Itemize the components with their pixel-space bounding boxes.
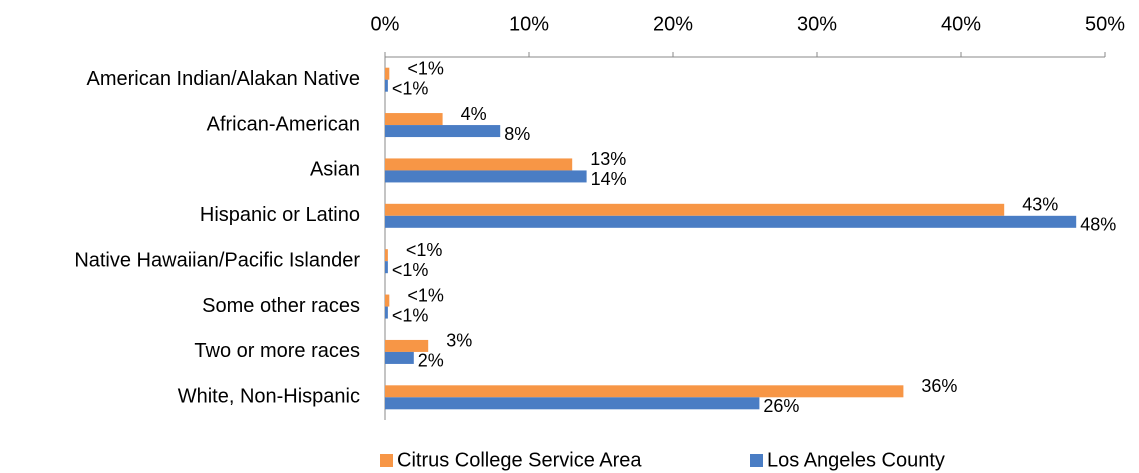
bar bbox=[385, 339, 429, 352]
category-label: Some other races bbox=[202, 295, 360, 317]
x-tick-label: 40% bbox=[941, 13, 981, 35]
data-label: 2% bbox=[418, 351, 444, 371]
x-tick-label: 30% bbox=[797, 13, 837, 35]
category-label: White, Non-Hispanic bbox=[178, 386, 360, 408]
bar bbox=[385, 158, 573, 171]
bar bbox=[385, 170, 587, 183]
x-tick-label: 20% bbox=[653, 13, 693, 35]
category-label: African-American bbox=[207, 113, 360, 135]
data-label: 13% bbox=[590, 149, 626, 169]
data-label: 14% bbox=[591, 169, 627, 189]
data-label: <1% bbox=[392, 260, 429, 280]
legend-label: Citrus College Service Area bbox=[397, 449, 642, 471]
bar bbox=[385, 306, 388, 319]
category-label: Native Hawaiian/Pacific Islander bbox=[74, 249, 360, 271]
category-label: American Indian/Alakan Native bbox=[87, 68, 360, 90]
bar bbox=[385, 79, 388, 92]
data-label: <1% bbox=[407, 285, 444, 305]
data-label: 48% bbox=[1080, 215, 1116, 235]
category-label: Two or more races bbox=[194, 340, 360, 362]
bar bbox=[385, 67, 390, 80]
legend-swatch bbox=[750, 454, 763, 467]
bar bbox=[385, 113, 443, 126]
x-tick-label: 0% bbox=[371, 13, 400, 35]
data-label: 36% bbox=[921, 376, 957, 396]
data-label: <1% bbox=[392, 78, 429, 98]
data-label: <1% bbox=[407, 58, 444, 78]
data-label: 26% bbox=[763, 396, 799, 416]
bar bbox=[385, 397, 760, 410]
x-tick-label: 50% bbox=[1085, 13, 1125, 35]
bar bbox=[385, 294, 390, 307]
data-label: 4% bbox=[461, 104, 487, 124]
category-label: Asian bbox=[310, 159, 360, 181]
data-label: <1% bbox=[392, 305, 429, 325]
legend-label: Los Angeles County bbox=[767, 449, 945, 471]
data-label: <1% bbox=[406, 240, 443, 260]
bar bbox=[385, 125, 501, 138]
bar bbox=[385, 215, 1077, 228]
bar bbox=[385, 249, 388, 262]
bar bbox=[385, 261, 388, 274]
data-label: 43% bbox=[1022, 195, 1058, 215]
data-label: 8% bbox=[504, 124, 530, 144]
legend-swatch bbox=[380, 454, 393, 467]
bar bbox=[385, 385, 904, 398]
category-label: Hispanic or Latino bbox=[200, 204, 360, 226]
data-label: 3% bbox=[446, 331, 472, 351]
bar bbox=[385, 351, 414, 364]
bar bbox=[385, 203, 1005, 216]
x-tick-label: 10% bbox=[509, 13, 549, 35]
